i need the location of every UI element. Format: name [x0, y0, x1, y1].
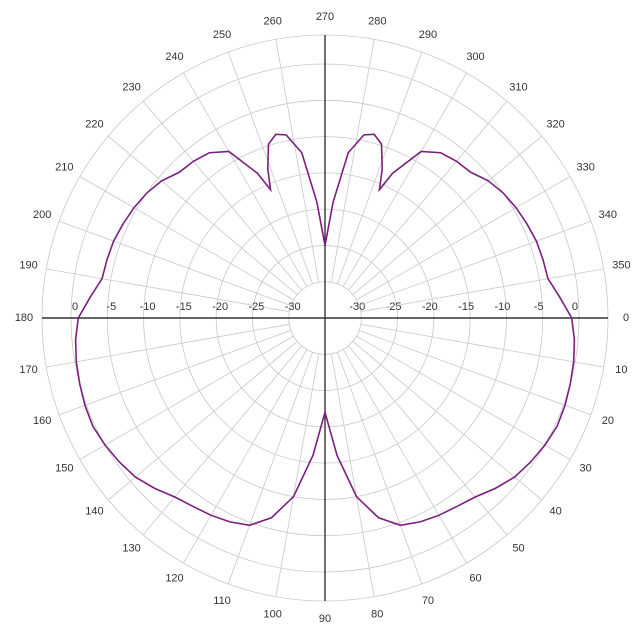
r-tick-label: -20 [422, 301, 438, 313]
grid-spoke [348, 345, 508, 536]
r-tick-label: -25 [386, 301, 402, 313]
theta-tick-label: 280 [368, 15, 386, 27]
theta-tick-label: 340 [599, 209, 617, 221]
grid-spoke [330, 39, 375, 283]
theta-tick-label: 330 [576, 161, 594, 173]
theta-tick-label: 0 [623, 312, 629, 324]
theta-tick-label: 20 [602, 415, 614, 427]
grid-spoke [358, 220, 592, 306]
theta-tick-label: 140 [85, 505, 103, 517]
grid-spoke [358, 330, 592, 416]
grid-spoke [348, 100, 508, 291]
theta-tick-label: 100 [264, 608, 282, 620]
grid-spoke [330, 353, 375, 597]
theta-tick-label: 40 [549, 505, 561, 517]
grid-spoke [360, 268, 604, 313]
r-tick-label: -20 [212, 301, 228, 313]
grid-spoke [337, 51, 423, 285]
grid-spoke [46, 323, 290, 368]
theta-tick-label: 110 [213, 595, 231, 607]
grid-spoke [183, 349, 308, 564]
r-tick-label: -5 [534, 301, 544, 313]
theta-tick-label: 220 [85, 118, 103, 130]
grid-spoke [352, 341, 543, 501]
r-tick-label: -30 [285, 301, 301, 313]
grid-spoke [142, 100, 302, 291]
grid-spoke [58, 220, 292, 306]
theta-tick-label: 120 [165, 573, 183, 585]
theta-tick-label: 30 [580, 462, 592, 474]
grid-spoke [227, 351, 313, 585]
r-tick-label: -10 [140, 301, 156, 313]
grid-spoke [183, 72, 308, 287]
grid-spoke [356, 335, 571, 460]
theta-tick-label: 250 [213, 29, 231, 41]
theta-tick-label: 60 [469, 573, 481, 585]
theta-tick-label: 10 [615, 364, 627, 376]
grid-spoke [352, 135, 543, 295]
theta-tick-label: 180 [15, 312, 33, 324]
pattern-line [74, 133, 576, 527]
theta-tick-label: 190 [19, 260, 37, 272]
r-tick-label: -5 [106, 301, 116, 313]
theta-tick-label: 150 [55, 462, 73, 474]
theta-tick-label: 260 [264, 15, 282, 27]
theta-tick-label: 80 [371, 608, 383, 620]
r-tick-label: -25 [248, 301, 264, 313]
grid-spoke [58, 330, 292, 416]
theta-tick-label: 160 [33, 415, 51, 427]
r-tick-label: -15 [458, 301, 474, 313]
theta-tick-label: 170 [19, 364, 37, 376]
r-tick-label: -15 [176, 301, 192, 313]
theta-tick-label: 310 [509, 81, 527, 93]
theta-tick-label: 240 [165, 51, 183, 63]
grid-spoke [275, 353, 320, 597]
r-tick-label: -30 [349, 301, 365, 313]
grid-spoke [342, 349, 467, 564]
theta-tick-label: 210 [55, 161, 73, 173]
r-tick-label: 0 [72, 301, 78, 313]
theta-tick-label: 130 [122, 542, 140, 554]
theta-tick-label: 200 [33, 209, 51, 221]
theta-tick-label: 300 [466, 51, 484, 63]
grid-spoke [227, 51, 313, 285]
grid-spoke [356, 176, 571, 301]
theta-tick-label: 270 [316, 11, 334, 23]
theta-tick-label: 320 [546, 118, 564, 130]
theta-tick-label: 350 [612, 260, 630, 272]
grid-spoke [107, 135, 298, 295]
grid-spoke [79, 176, 294, 301]
theta-tick-label: 70 [422, 595, 434, 607]
grid-spoke [337, 351, 423, 585]
theta-tick-label: 90 [319, 613, 331, 625]
theta-tick-label: 230 [122, 81, 140, 93]
r-tick-label: -10 [494, 301, 510, 313]
grid-spoke [46, 268, 290, 313]
grid-spoke [107, 341, 298, 501]
grid-spoke [342, 72, 467, 287]
r-tick-label: 0 [572, 301, 578, 313]
theta-tick-label: 50 [512, 542, 524, 554]
grid-spoke [275, 39, 320, 283]
theta-tick-label: 290 [419, 29, 437, 41]
grid-spoke [79, 335, 294, 460]
grid-spoke [142, 345, 302, 536]
grid-spoke [360, 323, 604, 368]
